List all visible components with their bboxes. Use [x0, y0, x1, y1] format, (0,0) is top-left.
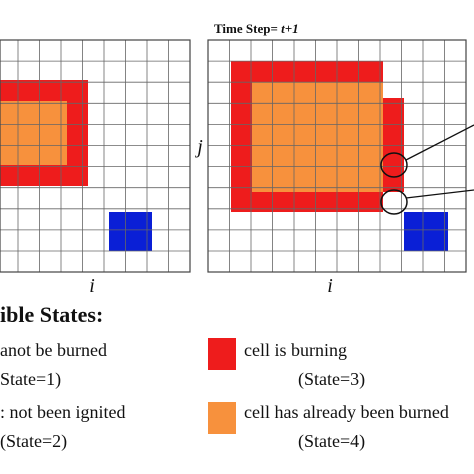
highlight-ellipse — [380, 152, 408, 178]
arrow — [405, 189, 474, 199]
legend-state: (State=4) — [298, 431, 365, 452]
legend-state: (State=2) — [0, 431, 67, 452]
cell-block — [252, 82, 383, 192]
legend-title: ible States: — [0, 302, 103, 327]
legend-label: cell has already been burned — [244, 402, 449, 422]
cell-block — [0, 101, 67, 165]
legend-state: (State=3) — [298, 369, 365, 390]
cell-block — [404, 212, 448, 251]
cell-block — [109, 212, 152, 251]
legend-swatch — [208, 402, 236, 434]
title-prefix: Time Step= — [214, 21, 281, 36]
legend-label: : not been ignited — [0, 402, 125, 422]
time-step-title: Time Step= t+1 — [214, 21, 299, 36]
title-time: t+1 — [281, 21, 299, 36]
grid-border — [207, 39, 467, 273]
axis-j: j — [194, 136, 203, 158]
grid-border — [0, 39, 191, 273]
arrow — [405, 124, 474, 161]
cell-block — [383, 98, 404, 192]
legend-swatch — [208, 338, 236, 370]
legend-state: State=1) — [0, 369, 61, 390]
legend-label: cell is burning — [244, 340, 347, 360]
axis-i-right: i — [327, 275, 333, 297]
grids — [0, 39, 467, 273]
highlight-ellipse — [380, 189, 408, 215]
axis-i-left: i — [89, 275, 95, 297]
legend-label: anot be burned — [0, 340, 107, 360]
